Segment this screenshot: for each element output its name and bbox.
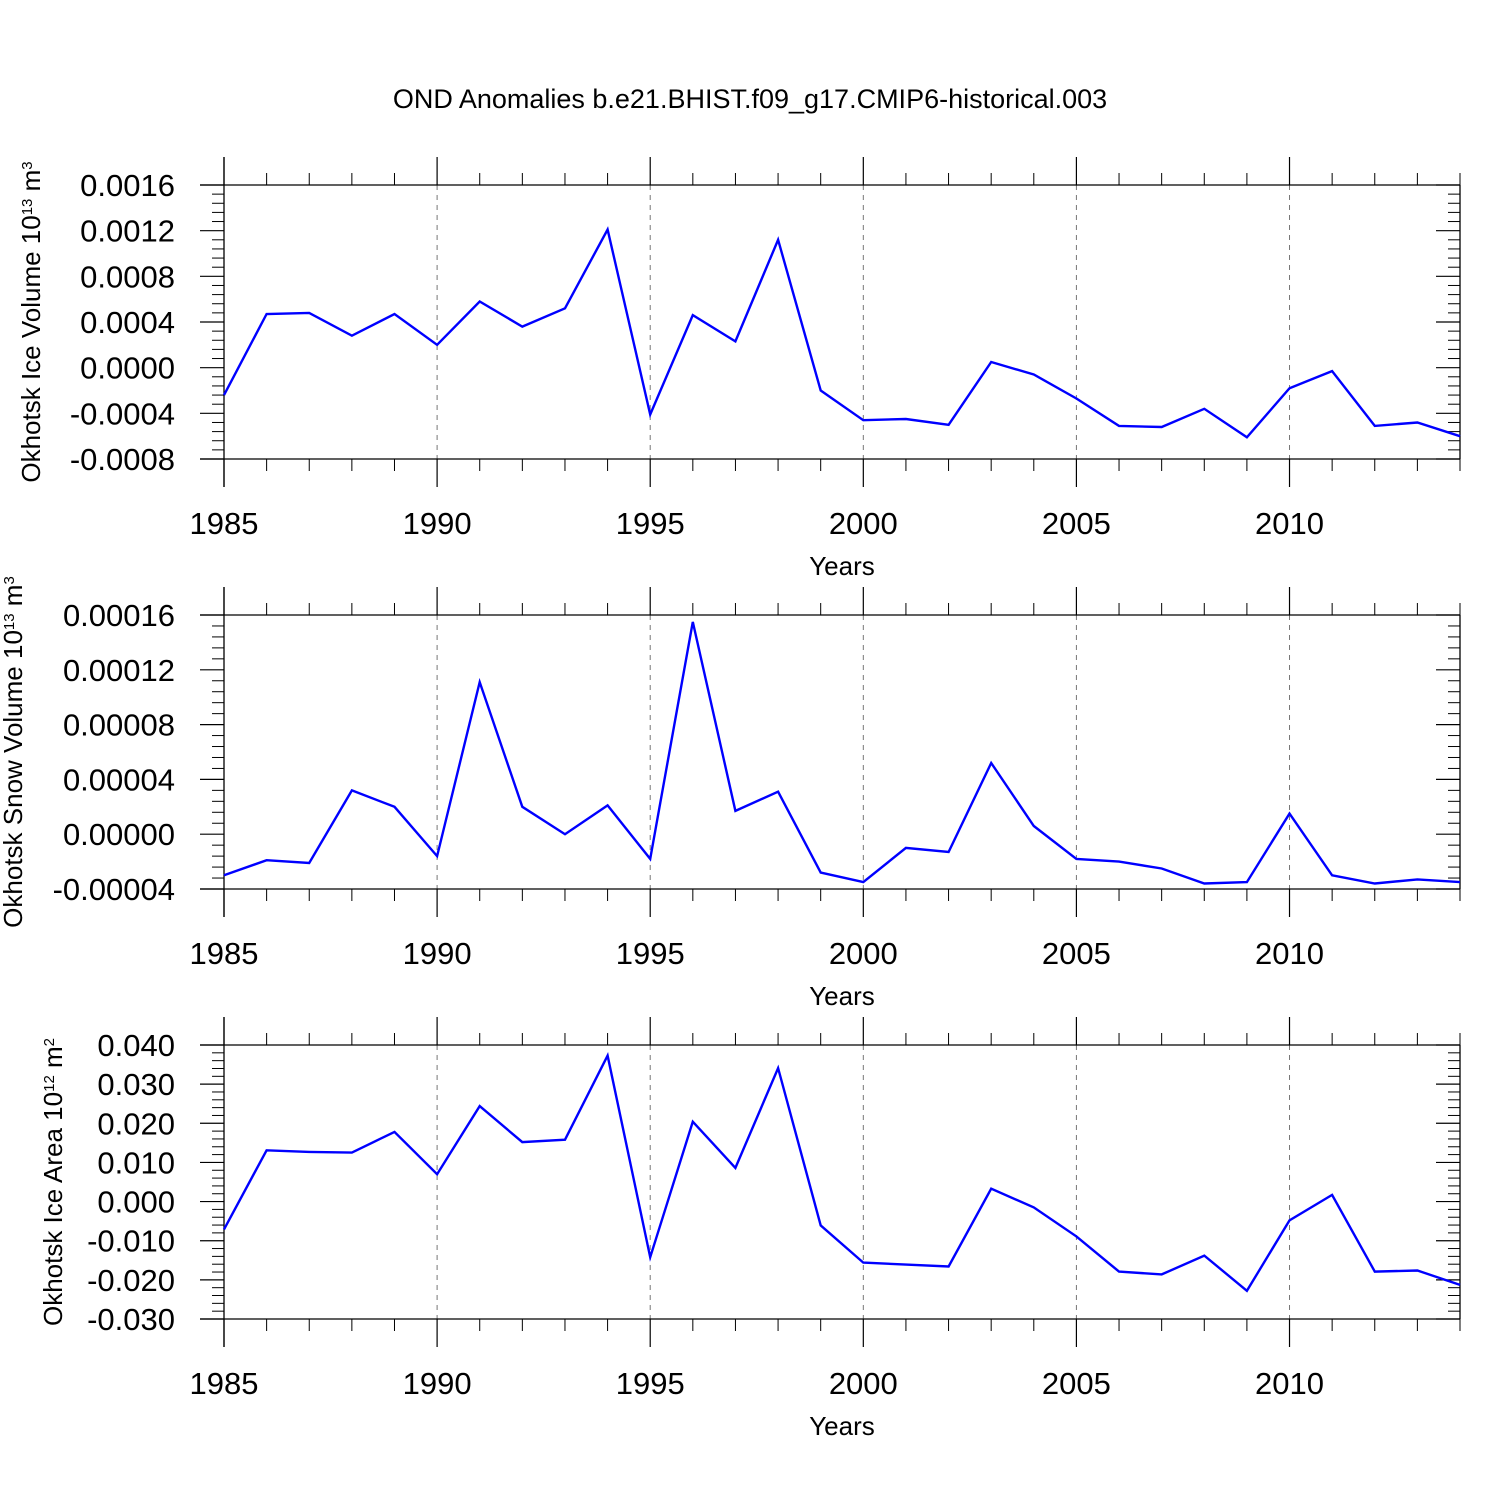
chart-panel-3: -0.030 -0.020 -0.010 0.000 0.010 0.020 0.030 0.…	[38, 1017, 1461, 1441]
x-axis-label: Years	[809, 551, 875, 581]
y-tick-label: 0.00008	[63, 708, 175, 743]
y-tick-label: 0.010	[97, 1145, 175, 1180]
y-tick-label: 0.030	[97, 1067, 175, 1102]
y-tick-label: 0.0012	[80, 214, 175, 249]
y-tick-label: 0.0016	[80, 168, 175, 203]
y-axis-label-unit: m	[38, 1046, 68, 1075]
x-tick-label: 2000	[829, 936, 898, 971]
y-tick-label: 0.000	[97, 1185, 175, 1220]
figure-title: OND Anomalies b.e21.BHIST.f09_g17.CMIP6-…	[393, 84, 1107, 114]
y-axis-label-unit-exponent: 2	[41, 1038, 58, 1046]
x-tick-label: 2005	[1042, 936, 1111, 971]
y-tick-label: 0.040	[97, 1028, 175, 1063]
x-tick-label: 1985	[190, 506, 259, 541]
x-tick-label: 1995	[616, 1366, 685, 1401]
y-tick-label: 0.0000	[80, 351, 175, 386]
y-tick-label: 0.0008	[80, 259, 175, 294]
y-axis-label-unit-exponent: 3	[1, 576, 18, 584]
y-tick-label: 0.00000	[63, 817, 175, 852]
y-axis-label-text: Okhotsk Ice Area 10	[38, 1092, 68, 1326]
y-tick-label: 0.00012	[63, 653, 175, 688]
y-axis-label: Okhotsk Ice Area 1012 m2	[38, 1038, 68, 1326]
x-tick-label: 1985	[190, 1366, 259, 1401]
x-tick-label: 1990	[403, 506, 472, 541]
y-tick-label: 0.00016	[63, 598, 175, 633]
y-axis-label-exponent: 13	[1, 613, 18, 630]
y-tick-label: -0.0008	[70, 442, 175, 477]
x-tick-label: 1990	[403, 1366, 472, 1401]
x-axis-label: Years	[809, 1411, 875, 1441]
x-tick-label: 2000	[829, 1366, 898, 1401]
y-tick-label: -0.00004	[53, 872, 175, 907]
chart-panel-1: -0.0008 -0.0004 0.0000 0.0004 0.0008 0.0012 0.…	[16, 157, 1461, 581]
y-axis-label: Okhotsk Ice Volume 1013 m3	[16, 161, 46, 482]
x-tick-label: 2005	[1042, 1366, 1111, 1401]
x-tick-label: 1985	[190, 936, 259, 971]
series-line	[222, 226, 1461, 439]
y-tick-label: -0.010	[87, 1224, 175, 1259]
y-tick-label: 0.020	[97, 1106, 175, 1141]
y-tick-label: -0.030	[87, 1302, 175, 1337]
x-axis-label: Years	[809, 981, 875, 1011]
y-axis-label-unit: m	[0, 585, 28, 614]
x-tick-label: 1995	[616, 936, 685, 971]
chart-panel-2: -0.00004 0.00000 0.00004 0.00008 0.00012 0.00…	[0, 576, 1461, 1011]
y-axis-label-unit: m	[16, 170, 46, 199]
series-line	[223, 621, 1461, 885]
x-tick-label: 2010	[1255, 1366, 1324, 1401]
y-axis-label-exponent: 13	[19, 199, 36, 216]
x-tick-label: 2005	[1042, 506, 1111, 541]
y-tick-label: -0.0004	[70, 396, 175, 431]
x-tick-label: 2010	[1255, 506, 1324, 541]
panels: -0.0008 -0.0004 0.0000 0.0004 0.0008 0.0012 0.…	[0, 157, 1461, 1441]
x-tick-label: 2010	[1255, 936, 1324, 971]
y-axis-label-exponent: 12	[41, 1075, 58, 1092]
series-line	[222, 1052, 1461, 1293]
y-tick-label: -0.020	[87, 1263, 175, 1298]
x-tick-label: 1995	[616, 506, 685, 541]
y-axis-label: Okhotsk Snow Volume 1013 m3	[0, 576, 28, 928]
y-axis-label-text: Okhotsk Ice Volume 10	[16, 215, 46, 482]
y-tick-label: 0.00004	[63, 762, 175, 797]
y-tick-label: 0.0004	[80, 305, 175, 340]
x-tick-label: 2000	[829, 506, 898, 541]
x-tick-label: 1990	[403, 936, 472, 971]
y-axis-label-unit-exponent: 3	[19, 161, 36, 169]
y-axis-label-text: Okhotsk Snow Volume 10	[0, 630, 28, 928]
